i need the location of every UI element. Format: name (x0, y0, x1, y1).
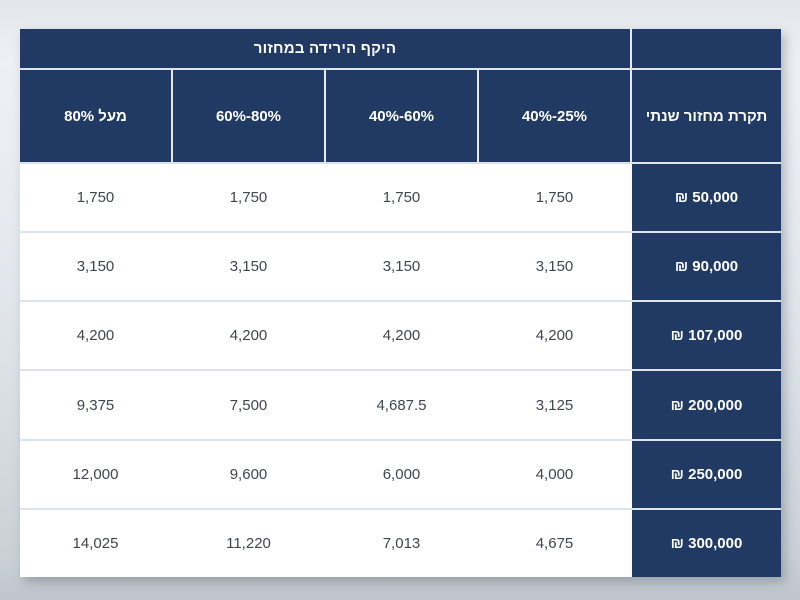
cell-annual-cap: ₪ 50,000 (632, 164, 781, 232)
cell-drop-25-40: 4,200 (479, 302, 630, 370)
cell-drop-60-80: 7,500 (173, 371, 324, 439)
table-header-row: תקרת מחזור שנתי 40%-25% 40%-60% 60%-80% … (20, 70, 781, 162)
turnover-drop-table: היקף הירידה במחזור תקרת מחזור שנתי 40%-2… (20, 29, 781, 577)
column-header-drop-25-40: 40%-25% (479, 70, 630, 162)
cell-drop-40-60: 1,750 (326, 164, 477, 232)
column-header-annual-cap: תקרת מחזור שנתי (632, 70, 781, 162)
cell-drop-above-80: 12,000 (20, 440, 171, 508)
table-row: ₪ 107,000 4,200 4,200 4,200 4,200 (20, 302, 781, 370)
cell-drop-25-40: 1,750 (479, 164, 630, 232)
cell-drop-60-80: 4,200 (173, 302, 324, 370)
table-title: היקף הירידה במחזור (20, 29, 630, 68)
table-row: ₪ 50,000 1,750 1,750 1,750 1,750 (20, 164, 781, 232)
table-row: ₪ 200,000 3,125 4,687.5 7,500 9,375 (20, 371, 781, 439)
cell-drop-25-40: 4,675 (479, 509, 630, 577)
cell-drop-40-60: 4,200 (326, 302, 477, 370)
column-header-drop-above-80: מעל 80% (20, 70, 171, 162)
cell-drop-60-80: 11,220 (173, 509, 324, 577)
table-row: ₪ 90,000 3,150 3,150 3,150 3,150 (20, 233, 781, 301)
table-row: ₪ 300,000 4,675 7,013 11,220 14,025 (20, 509, 781, 577)
cell-drop-above-80: 14,025 (20, 509, 171, 577)
column-header-drop-60-80: 60%-80% (173, 70, 324, 162)
table-row: ₪ 250,000 4,000 6,000 9,600 12,000 (20, 440, 781, 508)
cell-drop-60-80: 3,150 (173, 233, 324, 301)
cell-drop-25-40: 3,125 (479, 371, 630, 439)
cell-drop-25-40: 4,000 (479, 440, 630, 508)
cell-drop-above-80: 1,750 (20, 164, 171, 232)
cell-drop-60-80: 9,600 (173, 440, 324, 508)
cell-annual-cap: ₪ 107,000 (632, 302, 781, 370)
cell-drop-60-80: 1,750 (173, 164, 324, 232)
corner-cell (632, 29, 781, 68)
cell-drop-40-60: 3,150 (326, 233, 477, 301)
cell-drop-40-60: 6,000 (326, 440, 477, 508)
cell-drop-40-60: 4,687.5 (326, 371, 477, 439)
cell-annual-cap: ₪ 250,000 (632, 440, 781, 508)
table-title-row: היקף הירידה במחזור (20, 29, 781, 68)
cell-annual-cap: ₪ 200,000 (632, 371, 781, 439)
cell-drop-25-40: 3,150 (479, 233, 630, 301)
cell-drop-above-80: 4,200 (20, 302, 171, 370)
cell-annual-cap: ₪ 90,000 (632, 233, 781, 301)
cell-annual-cap: ₪ 300,000 (632, 509, 781, 577)
cell-drop-above-80: 9,375 (20, 371, 171, 439)
cell-drop-above-80: 3,150 (20, 233, 171, 301)
cell-drop-40-60: 7,013 (326, 509, 477, 577)
column-header-drop-40-60: 40%-60% (326, 70, 477, 162)
